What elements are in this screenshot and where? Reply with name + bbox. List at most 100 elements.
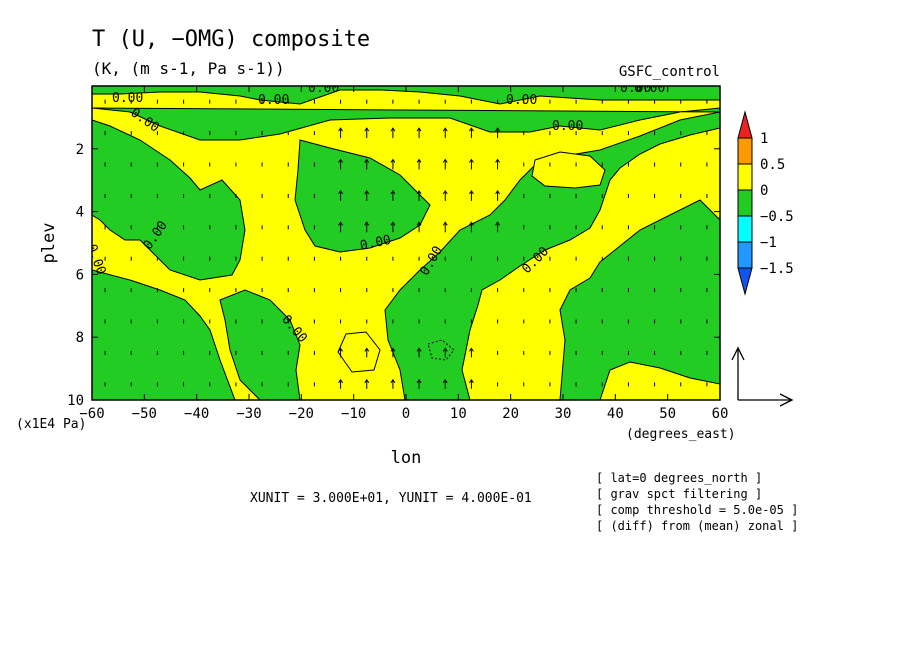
contour-label: 0.00 [359,233,393,254]
x-tick-label: −20 [289,406,314,422]
x-tick-label: 40 [607,406,624,422]
x-tick-label: −50 [132,406,157,422]
x-tick-label: −60 [79,406,104,422]
wind-vector-head [442,189,448,195]
colorbar: 1 0.5 0 −0.5 −1 −1.5 [737,110,794,296]
colorbar-label: −1.5 [760,261,794,277]
wind-vector-head [338,127,343,132]
wind-vector-head [469,347,474,352]
colorbar-box [737,137,753,165]
contour-label: 0.00 [552,119,583,134]
y-tick-label: 4 [76,205,84,221]
colorbar-label: −0.5 [760,209,794,225]
x-units: (degrees_east) [626,427,736,442]
wind-vector-head [469,189,474,195]
wind-vector-head [364,189,370,195]
colorbar-box [737,241,753,269]
wind-vector-head [390,158,396,163]
contour-loop [427,339,455,361]
x-tick-label: 0 [402,406,410,422]
colorbar-triangle [737,267,753,296]
contour-label: 0.00 [506,93,537,108]
note-line: [ comp threshold = 5.0e-05 ] [596,503,798,517]
wind-vector-head [495,158,500,163]
wind-vector-head [338,378,343,384]
run-label: GSFC_control [619,64,720,80]
plot-area: 0.00 0.00 0.00 0.00 0.00 0.00 0.00 0.00 … [92,81,720,400]
wind-vector-head [442,158,448,163]
wind-vector-head [469,158,474,163]
colorbar-triangle [737,110,753,139]
x-tick-label: −30 [236,406,261,422]
chart-subtitle: (K, (m s-1, Pa s-1)) [92,59,285,78]
wind-vector-head [338,158,343,163]
colorbar-label: 1 [760,131,768,147]
wind-vector-head [416,221,422,226]
wind-vector-head [442,127,448,132]
x-axis-label: lon [391,448,422,468]
wind-vector-head [390,189,396,195]
wind-vector-head [364,221,370,226]
note-line: [ (diff) from (mean) zonal ] [596,519,798,533]
wind-vector-head [390,221,396,226]
wind-vectors [104,99,708,389]
wind-vector-head [495,189,500,195]
x-axis: −60 −50 −40 −30 −20 −10 0 10 20 30 40 50 60 [79,86,728,422]
wind-vector-head [364,158,370,163]
y-units: (x1E4 Pa) [16,417,86,432]
note-line: [ lat=0 degrees_north ] [596,471,762,485]
wind-vector-head [416,189,422,195]
contour-loop [337,331,381,373]
wind-vector-head [364,347,370,352]
wind-vector-head [416,347,422,352]
wind-vector-head [469,127,474,132]
x-tick-label: 10 [450,406,467,422]
negative-region [294,139,431,253]
contour-label: 0.00 [308,81,339,96]
y-axis-label: plev [39,223,59,264]
wind-vector-head [364,378,370,384]
contour-label: 0.00 [258,93,289,108]
wind-vector-head [495,127,500,132]
wind-vector-head [469,221,474,226]
colorbar-label: 0 [760,183,768,199]
negative-region [92,269,236,400]
wind-vector-head [390,347,396,352]
chart-title: T (U, −OMG) composite [92,27,370,52]
wind-vector-head [390,127,396,132]
note-line: [ grav spct filtering ] [596,487,762,501]
wind-vector-head [416,378,422,384]
colorbar-label: −1 [760,235,777,251]
y-tick-label: 10 [67,393,84,409]
wind-vector-head [390,378,396,384]
reference-vector [731,346,794,407]
y-axis: 2 4 6 8 10 [67,142,720,409]
x-tick-label: 50 [659,406,676,422]
x-tick-label: −40 [184,406,209,422]
x-tick-label: 20 [502,406,519,422]
colorbar-box [737,215,753,243]
colorbar-label: 0.5 [760,157,785,173]
contour-label: 0.00 [112,91,143,106]
colorbar-box [737,189,753,217]
wind-vector-head [338,189,343,195]
wind-vector-head [442,378,448,384]
negative-region [219,289,301,400]
y-tick-label: 8 [76,330,84,346]
y-tick-label: 2 [76,142,84,158]
wind-vector-head [416,158,422,163]
wind-vector-head [442,347,448,352]
x-tick-label: 30 [555,406,572,422]
x-tick-label: −10 [341,406,366,422]
wind-vector-head [338,347,343,352]
x-tick-label: 60 [712,406,729,422]
contour-label: 0.00 [634,81,665,96]
wind-vector-head [495,221,500,226]
wind-vector-head [416,127,422,132]
contour-label: 0.00 [620,81,651,96]
y-tick-label: 6 [76,267,84,283]
wind-vector-head [338,221,343,226]
wind-vector-head [442,221,448,226]
contour-loop [531,151,606,189]
